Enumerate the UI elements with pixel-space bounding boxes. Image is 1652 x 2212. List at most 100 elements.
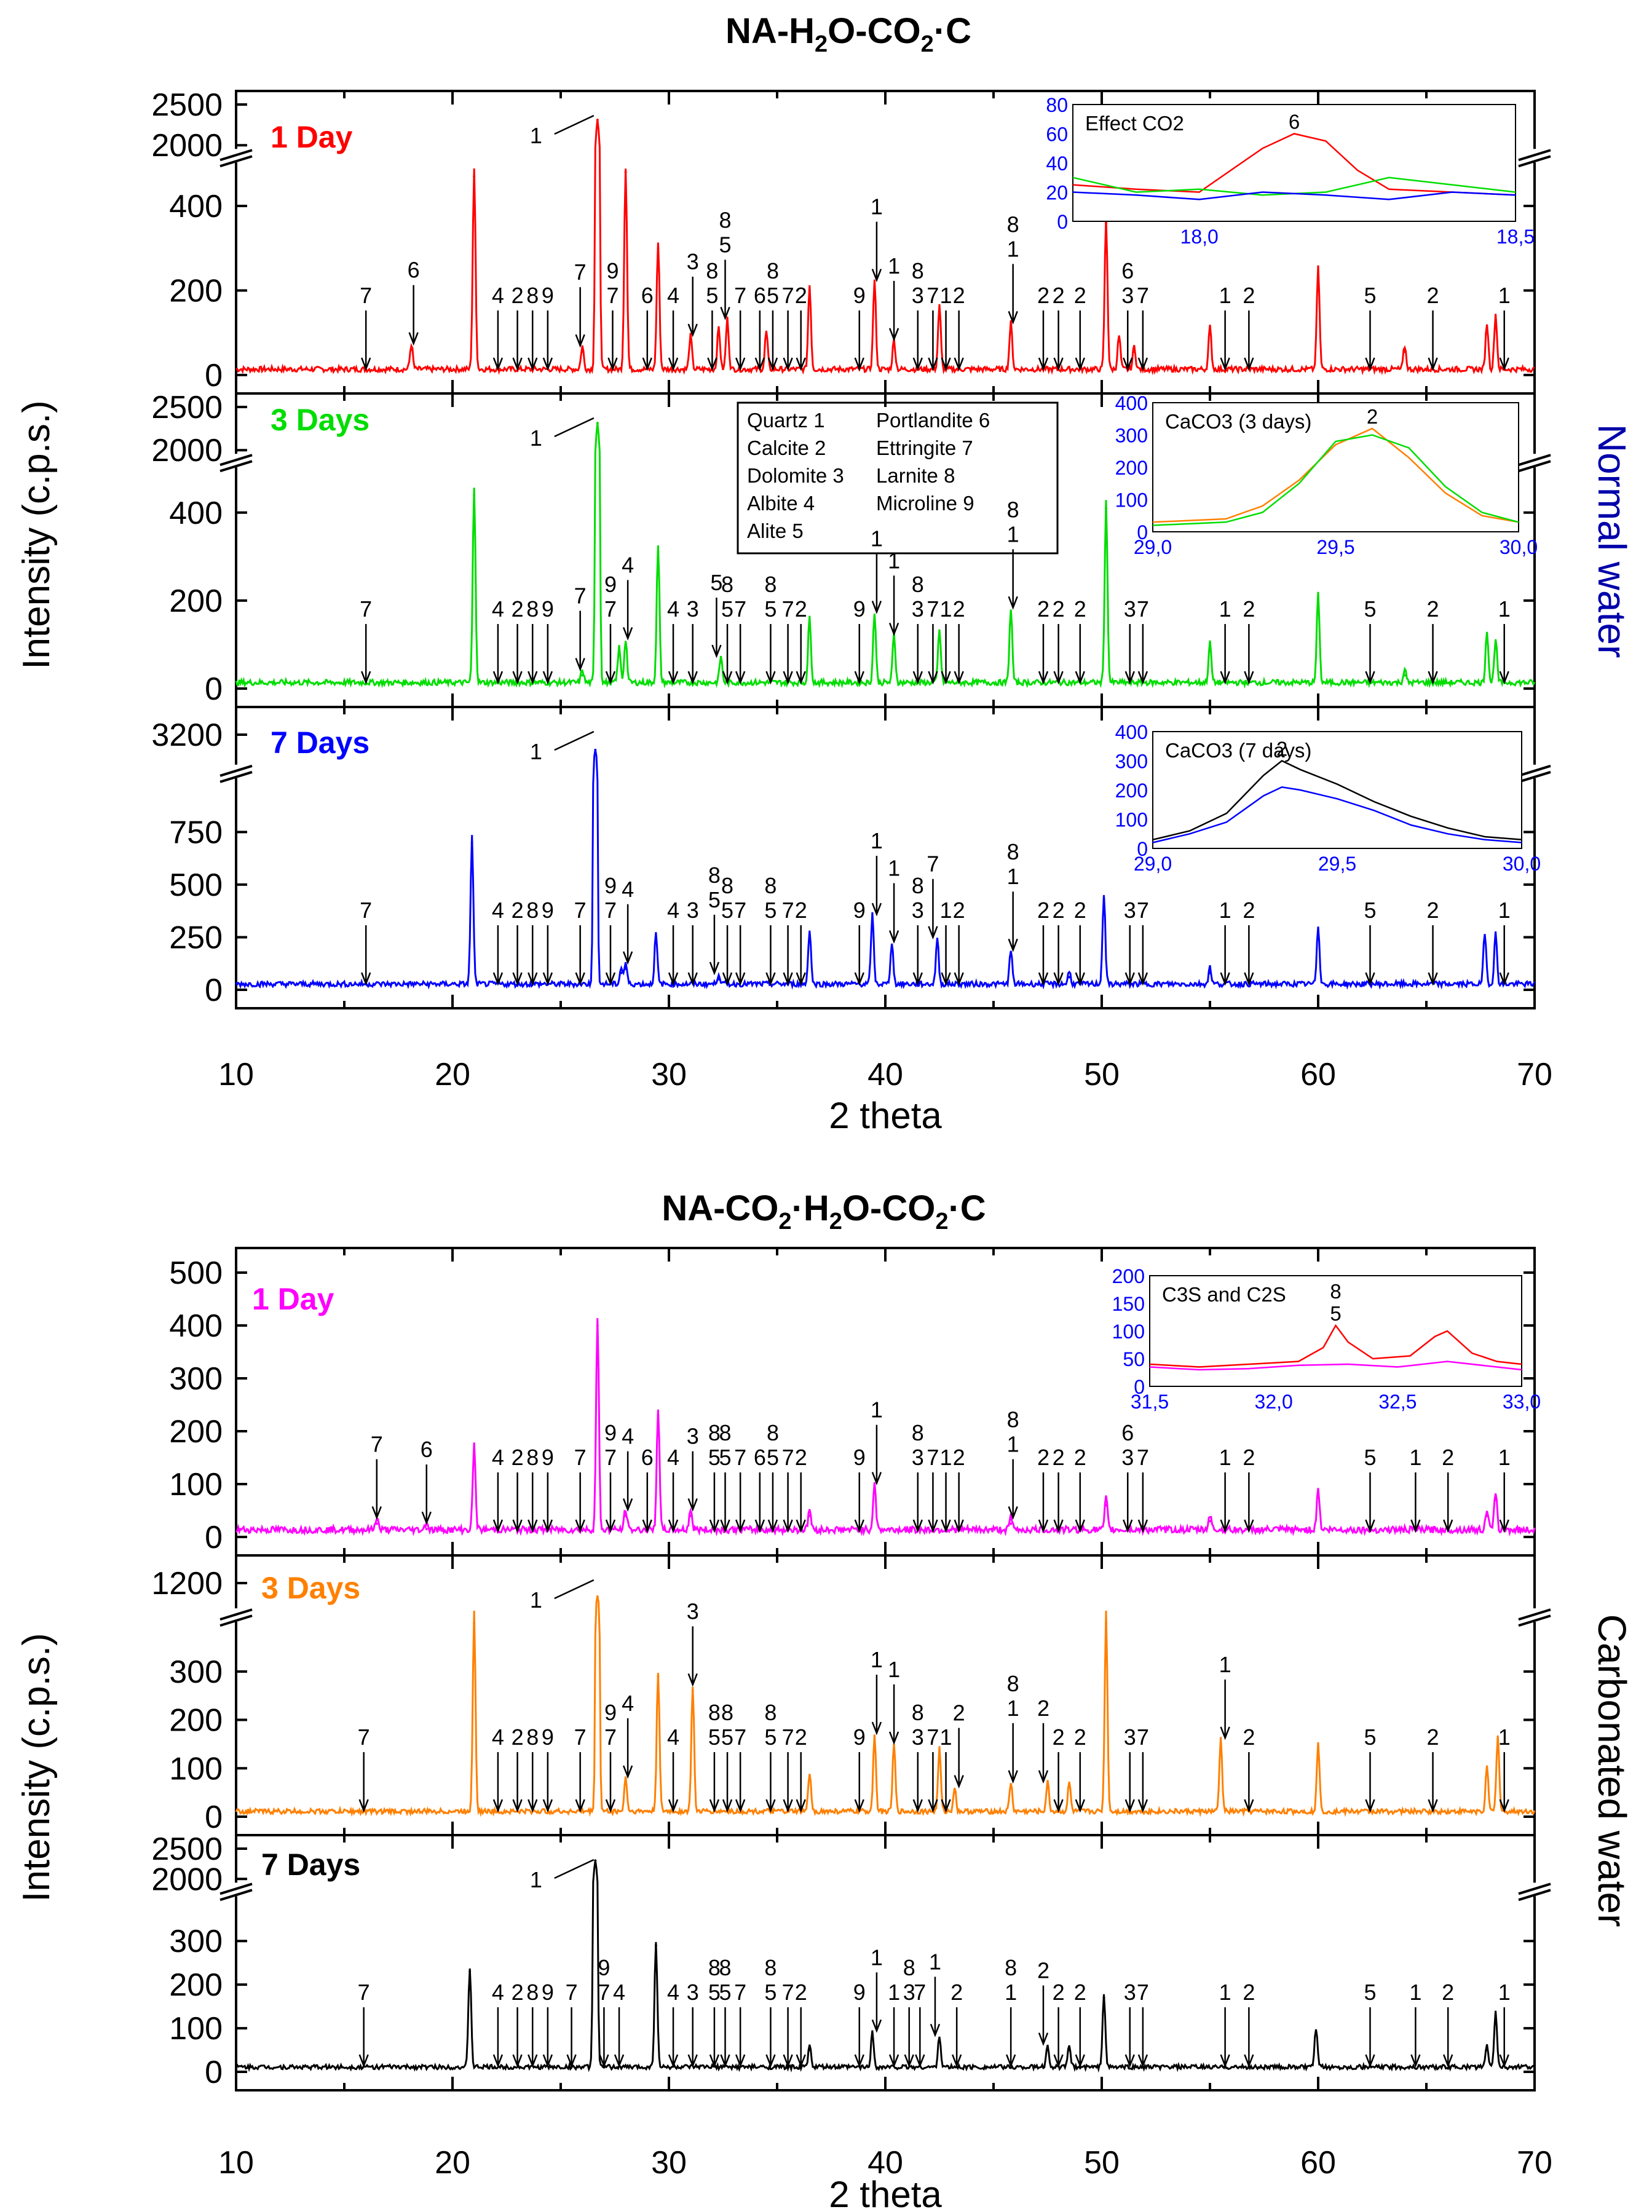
series-line-B7	[235, 1860, 1535, 2073]
label-arrowhead	[1365, 1799, 1375, 1813]
inset-y-tick-label: 150	[1112, 1293, 1145, 1315]
label-arrowhead	[1443, 2054, 1453, 2068]
phase-label: 5	[708, 1445, 721, 1470]
label-arrowhead	[1053, 2054, 1064, 2068]
peak-mark	[1317, 1493, 1319, 1496]
label-arrowhead	[575, 334, 585, 348]
phase-label: 6	[641, 283, 654, 308]
phase-label: 2	[1243, 1445, 1255, 1470]
y-tick-label: 1200	[151, 1566, 223, 1602]
x-tick-label: 70	[1517, 2145, 1552, 2181]
phase-label: 4	[622, 1424, 634, 1449]
label-arrowhead	[512, 671, 523, 685]
label-arrowhead	[512, 2054, 523, 2068]
label-arrowhead	[928, 357, 938, 371]
inset-y-tick-label: 0	[1137, 838, 1148, 860]
legend-entry: Portlandite 6	[876, 409, 990, 432]
inset-y-tick-label: 50	[1123, 1348, 1145, 1370]
peak-mark	[938, 2040, 941, 2043]
peak-mark	[1219, 1742, 1222, 1745]
label-arrowhead	[1123, 1519, 1133, 1533]
label-arrowhead	[358, 2054, 369, 2068]
label-arrowhead	[1008, 1770, 1018, 1784]
label-arrowhead	[512, 357, 523, 371]
phase-label: 7	[1137, 283, 1149, 308]
peak-mark	[1317, 1747, 1319, 1750]
label-arrowhead	[687, 972, 698, 986]
label-arrowhead	[754, 1519, 765, 1533]
peak-mark	[936, 942, 939, 945]
phase-label: 7	[734, 1724, 746, 1750]
label-arrowhead	[1244, 2054, 1254, 2068]
label-arrowhead	[668, 671, 679, 685]
label-arrowhead	[607, 357, 618, 371]
phase-label: 8	[912, 1700, 924, 1725]
label-arrowhead	[765, 1799, 776, 1813]
phase-label: 2	[795, 1445, 807, 1470]
peak-mark	[1485, 634, 1488, 638]
phase-label: 4	[613, 1980, 625, 2005]
panel-label-B7: 7 Days	[261, 1847, 360, 1882]
label-arrowhead	[709, 1519, 720, 1533]
phase-label: 5	[719, 1980, 732, 2005]
label-arrowhead	[767, 1519, 778, 1533]
label-arrowhead	[871, 1721, 882, 1736]
label-arrowhead	[1053, 671, 1064, 685]
phase-label: 7	[782, 596, 794, 622]
y-axis-label-top: Intensity (c.p.s.)	[15, 400, 58, 670]
label-arrowhead	[1008, 596, 1018, 610]
phase-label: 7	[927, 1724, 939, 1750]
panel-label-A7: 7 Days	[271, 725, 370, 760]
y-tick-label: 500	[169, 1255, 223, 1291]
x-tick-label: 30	[651, 2145, 687, 2181]
phase-label: 8	[721, 1700, 733, 1725]
phase-label: 8	[912, 1420, 924, 1445]
peak-mark	[1010, 612, 1013, 615]
phase-label: 2	[1074, 1724, 1086, 1750]
peak-mark	[1105, 221, 1108, 224]
label-arrowhead	[888, 2054, 899, 2068]
phase-label: 2	[795, 283, 807, 308]
label-arrowhead	[361, 357, 371, 371]
phase-label: 2	[795, 898, 807, 923]
phase-label: 2	[795, 596, 807, 622]
inset-y-tick-label: 300	[1115, 425, 1148, 447]
peak-mark	[938, 634, 941, 638]
phase-label: 3	[1121, 283, 1134, 308]
phase-label: 2	[1427, 596, 1439, 622]
phase-label: 9	[542, 1980, 554, 2005]
phase-label: 9	[598, 1955, 610, 1980]
peak-mark	[873, 1488, 876, 1491]
inset-series-magenta	[1149, 1361, 1522, 1371]
phase-label: 3	[1124, 1724, 1136, 1750]
peak-mark	[594, 748, 597, 751]
quartz-arrow	[554, 1858, 595, 1879]
inset-y-tick-label: 400	[1115, 721, 1148, 743]
label-arrowhead	[1124, 671, 1135, 685]
label-arrowhead	[1499, 2054, 1509, 2068]
label-arrowhead	[1137, 357, 1148, 371]
quartz-arrow-label: 1	[530, 739, 542, 764]
label-arrowhead	[512, 1799, 523, 1813]
label-arrowhead	[711, 644, 722, 658]
phase-label: 2	[1427, 898, 1439, 923]
label-arrowhead	[668, 1799, 679, 1813]
phase-label: 2	[795, 1724, 807, 1750]
label-arrowhead	[1053, 1519, 1064, 1533]
phase-label: 7	[604, 596, 617, 622]
phase-label: 7	[782, 898, 794, 923]
phase-label: 4	[492, 1724, 504, 1750]
peak-mark	[596, 1595, 599, 1598]
phase-label: 7	[927, 851, 939, 877]
peak-mark	[1485, 2048, 1488, 2052]
phase-label: 7	[574, 1445, 587, 1470]
phase-label: 5	[721, 898, 733, 923]
phase-label: 3	[687, 249, 699, 274]
phase-label: 8	[706, 258, 718, 283]
legend-entry: Dolomite 3	[747, 464, 844, 487]
y-tick-label: 2000	[151, 433, 223, 468]
phase-label: 8	[526, 898, 539, 923]
phase-label: 2	[1427, 283, 1439, 308]
label-arrowhead	[1428, 972, 1438, 986]
phase-label: 7	[604, 1445, 617, 1470]
